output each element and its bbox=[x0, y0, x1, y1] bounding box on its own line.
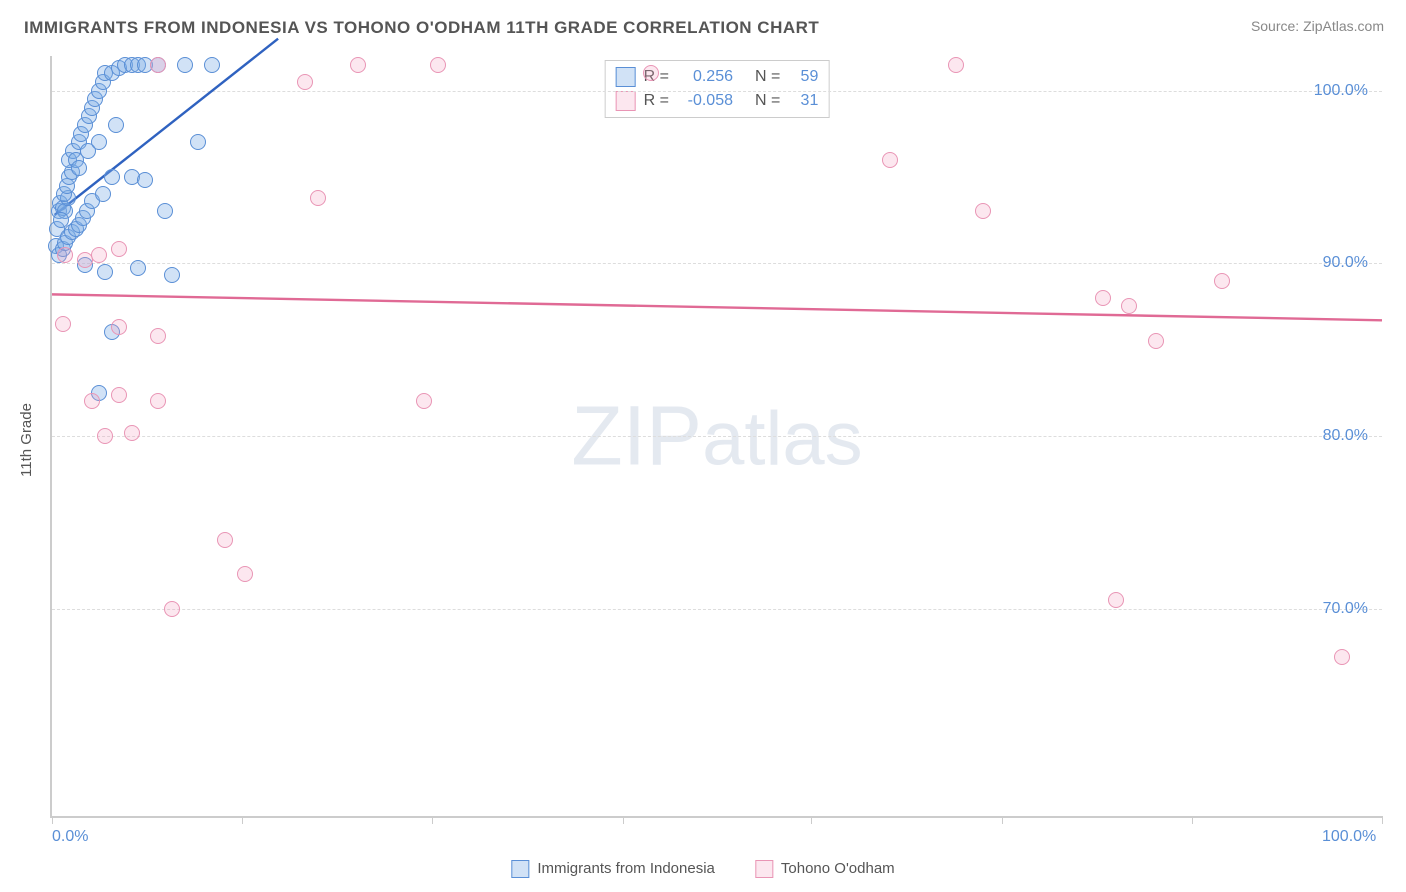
legend-r-value: 0.256 bbox=[679, 68, 733, 86]
data-point-blue bbox=[71, 160, 87, 176]
data-point-blue bbox=[164, 267, 180, 283]
x-tick bbox=[1192, 816, 1193, 824]
x-tick bbox=[242, 816, 243, 824]
legend-n-label: N = bbox=[755, 92, 780, 110]
x-tick bbox=[811, 816, 812, 824]
data-point-pink bbox=[882, 152, 898, 168]
data-point-pink bbox=[91, 247, 107, 263]
data-point-blue bbox=[95, 186, 111, 202]
legend-n-label: N = bbox=[755, 68, 780, 86]
x-tick-label: 100.0% bbox=[1322, 828, 1376, 846]
data-point-blue bbox=[91, 134, 107, 150]
x-tick-label: 0.0% bbox=[52, 828, 88, 846]
legend-series: Immigrants from Indonesia Tohono O'odham bbox=[511, 860, 894, 878]
data-point-pink bbox=[124, 425, 140, 441]
data-point-pink bbox=[297, 74, 313, 90]
data-point-pink bbox=[150, 57, 166, 73]
legend-correlation-row: R = -0.058 N = 31 bbox=[616, 89, 819, 113]
y-tick-label: 100.0% bbox=[1314, 82, 1368, 100]
gridline-h bbox=[52, 263, 1382, 264]
data-point-pink bbox=[164, 601, 180, 617]
gridline-h bbox=[52, 91, 1382, 92]
data-point-blue bbox=[157, 203, 173, 219]
data-point-pink bbox=[643, 65, 659, 81]
data-point-pink bbox=[350, 57, 366, 73]
legend-correlation: R = 0.256 N = 59 R = -0.058 N = 31 bbox=[605, 60, 830, 118]
data-point-blue bbox=[204, 57, 220, 73]
data-point-blue bbox=[137, 172, 153, 188]
legend-series-item: Immigrants from Indonesia bbox=[511, 860, 715, 878]
data-point-blue bbox=[104, 169, 120, 185]
data-point-pink bbox=[57, 247, 73, 263]
y-tick-label: 70.0% bbox=[1323, 600, 1368, 618]
legend-swatch bbox=[755, 860, 773, 878]
data-point-blue bbox=[97, 264, 113, 280]
source-value: ZipAtlas.com bbox=[1303, 18, 1384, 34]
x-tick bbox=[1002, 816, 1003, 824]
data-point-pink bbox=[97, 428, 113, 444]
plot-area: ZIPatlas R =0.256N =59R =-0.058N =31 100… bbox=[50, 56, 1382, 818]
source-prefix: Source: bbox=[1251, 18, 1303, 34]
data-point-pink bbox=[948, 57, 964, 73]
data-point-pink bbox=[1095, 290, 1111, 306]
legend-r-label: R = bbox=[644, 92, 669, 110]
y-axis-title: 11th Grade bbox=[18, 403, 35, 477]
data-point-pink bbox=[111, 241, 127, 257]
data-point-pink bbox=[1334, 649, 1350, 665]
legend-swatch bbox=[616, 67, 636, 87]
x-tick bbox=[52, 816, 53, 824]
data-point-pink bbox=[1108, 592, 1124, 608]
source-label: Source: ZipAtlas.com bbox=[1251, 18, 1384, 34]
y-tick-label: 80.0% bbox=[1323, 427, 1368, 445]
y-tick-label: 90.0% bbox=[1323, 254, 1368, 272]
data-point-pink bbox=[1214, 273, 1230, 289]
data-point-pink bbox=[1121, 298, 1137, 314]
data-point-blue bbox=[177, 57, 193, 73]
chart-title: IMMIGRANTS FROM INDONESIA VS TOHONO O'OD… bbox=[24, 18, 819, 38]
data-point-pink bbox=[217, 532, 233, 548]
data-point-pink bbox=[55, 316, 71, 332]
data-point-pink bbox=[416, 393, 432, 409]
data-point-pink bbox=[975, 203, 991, 219]
data-point-pink bbox=[150, 328, 166, 344]
data-point-blue bbox=[190, 134, 206, 150]
data-point-pink bbox=[1148, 333, 1164, 349]
legend-series-item: Tohono O'odham bbox=[755, 860, 895, 878]
gridline-h bbox=[52, 609, 1382, 610]
legend-n-value: 59 bbox=[790, 68, 818, 86]
legend-series-label: Tohono O'odham bbox=[781, 860, 895, 877]
trend-line-pink bbox=[52, 294, 1382, 320]
gridline-h bbox=[52, 436, 1382, 437]
data-point-pink bbox=[111, 319, 127, 335]
x-tick bbox=[1382, 816, 1383, 824]
data-point-pink bbox=[237, 566, 253, 582]
data-point-pink bbox=[430, 57, 446, 73]
x-tick bbox=[623, 816, 624, 824]
data-point-blue bbox=[130, 260, 146, 276]
data-point-pink bbox=[111, 387, 127, 403]
legend-swatch bbox=[616, 91, 636, 111]
legend-n-value: 31 bbox=[790, 92, 818, 110]
legend-swatch bbox=[511, 860, 529, 878]
data-point-pink bbox=[84, 393, 100, 409]
x-tick bbox=[432, 816, 433, 824]
legend-series-label: Immigrants from Indonesia bbox=[537, 860, 715, 877]
data-point-blue bbox=[108, 117, 124, 133]
legend-r-value: -0.058 bbox=[679, 92, 733, 110]
data-point-pink bbox=[310, 190, 326, 206]
data-point-pink bbox=[150, 393, 166, 409]
